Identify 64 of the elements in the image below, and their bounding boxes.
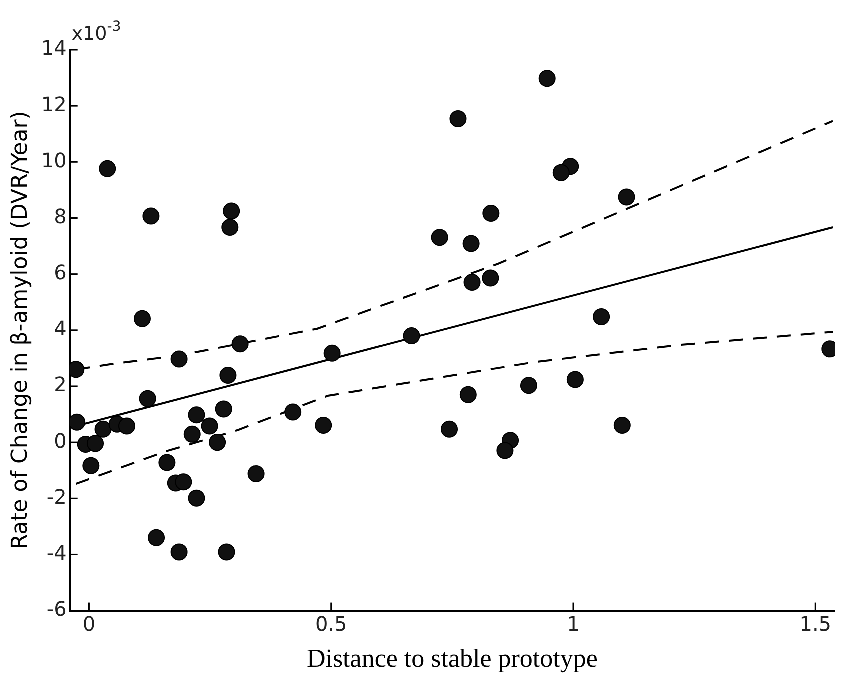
y-tick-label: -6	[46, 597, 67, 622]
y-tick-label: 0	[54, 428, 67, 453]
point	[315, 416, 332, 434]
point	[482, 270, 500, 287]
point	[566, 371, 584, 388]
y-tick-label: -4	[46, 540, 67, 565]
point	[94, 420, 112, 438]
point	[482, 204, 500, 222]
y-tick-label: -2	[46, 484, 67, 509]
point	[70, 414, 86, 431]
y-tick-label: 12	[41, 92, 67, 116]
point	[215, 400, 232, 418]
point	[220, 367, 237, 384]
point	[538, 70, 556, 88]
point	[142, 208, 160, 225]
y-tick-label: 8	[54, 204, 67, 228]
y-tick-label: 2	[54, 372, 67, 397]
point	[618, 188, 636, 206]
x-tick-label: 1	[567, 612, 580, 636]
point	[82, 457, 100, 474]
point	[462, 235, 480, 252]
point	[170, 544, 188, 561]
point	[209, 434, 226, 452]
y-tick-label: 10	[41, 148, 67, 172]
point	[134, 310, 151, 328]
point	[248, 465, 265, 482]
point	[184, 426, 201, 443]
point	[99, 160, 116, 178]
point	[118, 418, 136, 435]
point	[520, 377, 538, 394]
point	[496, 442, 514, 460]
point	[552, 164, 570, 182]
x-tick-label: 0	[82, 612, 96, 636]
point	[218, 544, 236, 561]
point	[403, 328, 420, 345]
x-tick-label: 0.5	[315, 612, 348, 636]
point	[148, 529, 166, 546]
point	[188, 406, 206, 424]
x-tick-label: 1.5	[800, 612, 832, 636]
point	[175, 474, 192, 491]
line-series	[75, 331, 834, 486]
point	[188, 490, 206, 507]
point	[222, 218, 239, 236]
point	[201, 418, 218, 435]
y-axis-title: Rate of Change in β-amyloid (DVR/Year)	[8, 111, 33, 550]
x-axis-title: Distance to stable prototype	[306, 644, 598, 674]
point	[158, 454, 176, 472]
point	[232, 336, 249, 353]
point	[223, 202, 240, 220]
point	[139, 390, 156, 408]
point	[87, 435, 104, 452]
point	[441, 420, 458, 438]
point	[170, 350, 188, 368]
point	[431, 229, 448, 246]
point	[324, 344, 341, 362]
point	[464, 274, 481, 291]
point	[284, 404, 302, 421]
y-tick-label: 6	[54, 260, 67, 285]
point	[460, 386, 477, 404]
point	[614, 416, 631, 434]
point	[450, 110, 467, 128]
y-tick-label: 4	[54, 316, 67, 341]
point	[593, 308, 610, 326]
y-tick-label: 14	[41, 36, 67, 60]
